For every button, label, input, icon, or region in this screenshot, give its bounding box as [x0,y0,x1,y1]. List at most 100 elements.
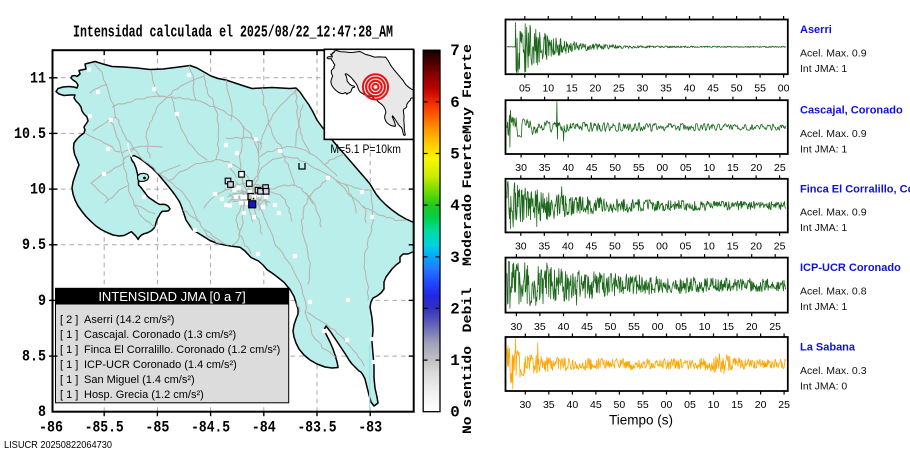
svg-text:15: 15 [566,82,578,94]
svg-text:20: 20 [751,162,763,174]
svg-text:45: 45 [707,82,719,94]
svg-text:Acel. Max. 0.9: Acel. Max. 0.9 [800,207,867,219]
svg-text:30: 30 [511,321,523,333]
svg-text:-86: -86 [39,419,63,437]
svg-text:15: 15 [722,321,734,333]
svg-text:35: 35 [538,241,550,253]
svg-text:00: 00 [652,321,664,333]
svg-text:Aserri: Aserri [800,24,832,36]
svg-text:Cascajal, Coronado: Cascajal, Coronado [800,105,903,117]
svg-text:35: 35 [539,162,551,174]
svg-text:30: 30 [515,162,527,174]
svg-text:Acel. Max. 0.9: Acel. Max. 0.9 [800,128,867,140]
svg-text:M=5.1 P=10km: M=5.1 P=10km [330,142,401,156]
svg-text:50: 50 [605,321,617,333]
svg-text:Finca El Corralillo, Coronado: Finca El Corralillo, Coronado [800,183,910,195]
svg-text:45: 45 [590,399,602,411]
svg-text:2: 2 [450,300,460,318]
svg-text:55: 55 [637,399,649,411]
svg-text:50: 50 [614,399,626,411]
svg-text:Aserri (14.2 cm/s²): Aserri (14.2 cm/s²) [84,314,174,326]
svg-text:Debil: Debil [460,287,475,332]
svg-text:4: 4 [450,197,460,215]
svg-text:Muy Fuerte: Muy Fuerte [460,44,475,134]
svg-text:50: 50 [609,162,621,174]
svg-text:3: 3 [450,249,460,267]
svg-text:45: 45 [586,162,598,174]
svg-text:15: 15 [727,162,739,174]
svg-text:35: 35 [543,399,555,411]
svg-text:Int JMA: 1: Int JMA: 1 [800,301,847,313]
svg-text:40: 40 [562,162,574,174]
svg-text:25: 25 [778,399,790,411]
svg-text:INTENSIDAD JMA [0 a 7]: INTENSIDAD JMA [0 a 7] [98,289,245,304]
svg-text:20: 20 [746,321,758,333]
svg-text:6: 6 [450,94,460,112]
svg-text:-85: -85 [145,419,169,437]
svg-text:La Sabana: La Sabana [800,342,856,354]
svg-text:35: 35 [660,82,672,94]
svg-text:Int JMA: 1: Int JMA: 1 [800,144,847,156]
svg-text:10: 10 [542,82,554,94]
svg-text:15: 15 [731,399,743,411]
svg-text:55: 55 [633,241,645,253]
svg-text:[ 1 ]: [ 1 ] [60,344,78,356]
svg-text:Fuerte: Fuerte [460,133,475,188]
svg-text:Finca El Corralillo. Coronado: Finca El Corralillo. Coronado (1.2 cm/s²… [84,344,280,356]
svg-text:35: 35 [534,321,546,333]
svg-text:00: 00 [661,399,673,411]
svg-text:05: 05 [684,399,696,411]
svg-text:10.5: 10.5 [14,125,46,143]
svg-text:00: 00 [656,162,668,174]
svg-text:LISUCR 20250822064730: LISUCR 20250822064730 [4,439,112,451]
svg-text:05: 05 [680,162,692,174]
svg-text:45: 45 [586,241,598,253]
svg-text:-83: -83 [358,419,382,437]
svg-text:Acel. Max. 0.9: Acel. Max. 0.9 [800,47,867,59]
svg-text:10: 10 [708,399,720,411]
svg-text:15: 15 [727,241,739,253]
svg-text:45: 45 [581,321,593,333]
svg-text:5: 5 [450,146,460,164]
svg-text:ICP-UCR Coronado (1.4 cm/s²): ICP-UCR Coronado (1.4 cm/s²) [84,359,237,371]
svg-text:ICP-UCR Coronado: ICP-UCR Coronado [800,262,901,274]
svg-text:25: 25 [613,82,625,94]
svg-text:50: 50 [731,82,743,94]
svg-text:20: 20 [750,241,762,253]
svg-text:40: 40 [562,241,574,253]
svg-text:Int JMA: 0: Int JMA: 0 [800,380,847,392]
svg-text:10: 10 [699,321,711,333]
svg-text:30: 30 [637,82,649,94]
svg-text:No sentido: No sentido [460,346,475,434]
svg-text:25: 25 [774,241,786,253]
svg-text:8.5: 8.5 [22,348,46,366]
svg-text:40: 40 [558,321,570,333]
svg-text:05: 05 [519,82,531,94]
svg-text:10: 10 [703,241,715,253]
svg-text:-84.5: -84.5 [191,419,230,437]
svg-text:20: 20 [755,399,767,411]
svg-text:9.5: 9.5 [22,236,46,254]
svg-text:55: 55 [628,321,640,333]
svg-text:30: 30 [515,241,527,253]
svg-text:10: 10 [30,181,46,199]
svg-text:11: 11 [30,69,46,87]
svg-text:40: 40 [684,82,696,94]
svg-text:[ 1 ]: [ 1 ] [60,389,78,401]
svg-text:Cascajal. Coronado (1.3 cm/s²): Cascajal. Coronado (1.3 cm/s²) [84,329,236,341]
svg-text:[ 1 ]: [ 1 ] [60,374,78,386]
svg-text:[ 1 ]: [ 1 ] [60,359,78,371]
svg-text:Int JMA: 1: Int JMA: 1 [800,63,847,75]
svg-text:San Miguel (1.4 cm/s²): San Miguel (1.4 cm/s²) [84,374,195,386]
svg-text:Moderado: Moderado [460,194,475,266]
svg-text:20: 20 [590,82,602,94]
svg-text:Acel. Max. 0.3: Acel. Max. 0.3 [800,365,867,377]
svg-text:55: 55 [754,82,766,94]
svg-text:9: 9 [38,292,46,310]
svg-text:-83.5: -83.5 [298,419,337,437]
svg-text:05: 05 [675,321,687,333]
svg-text:7: 7 [450,42,460,60]
svg-text:25: 25 [774,162,786,174]
svg-text:55: 55 [633,162,645,174]
svg-text:0: 0 [450,404,460,422]
